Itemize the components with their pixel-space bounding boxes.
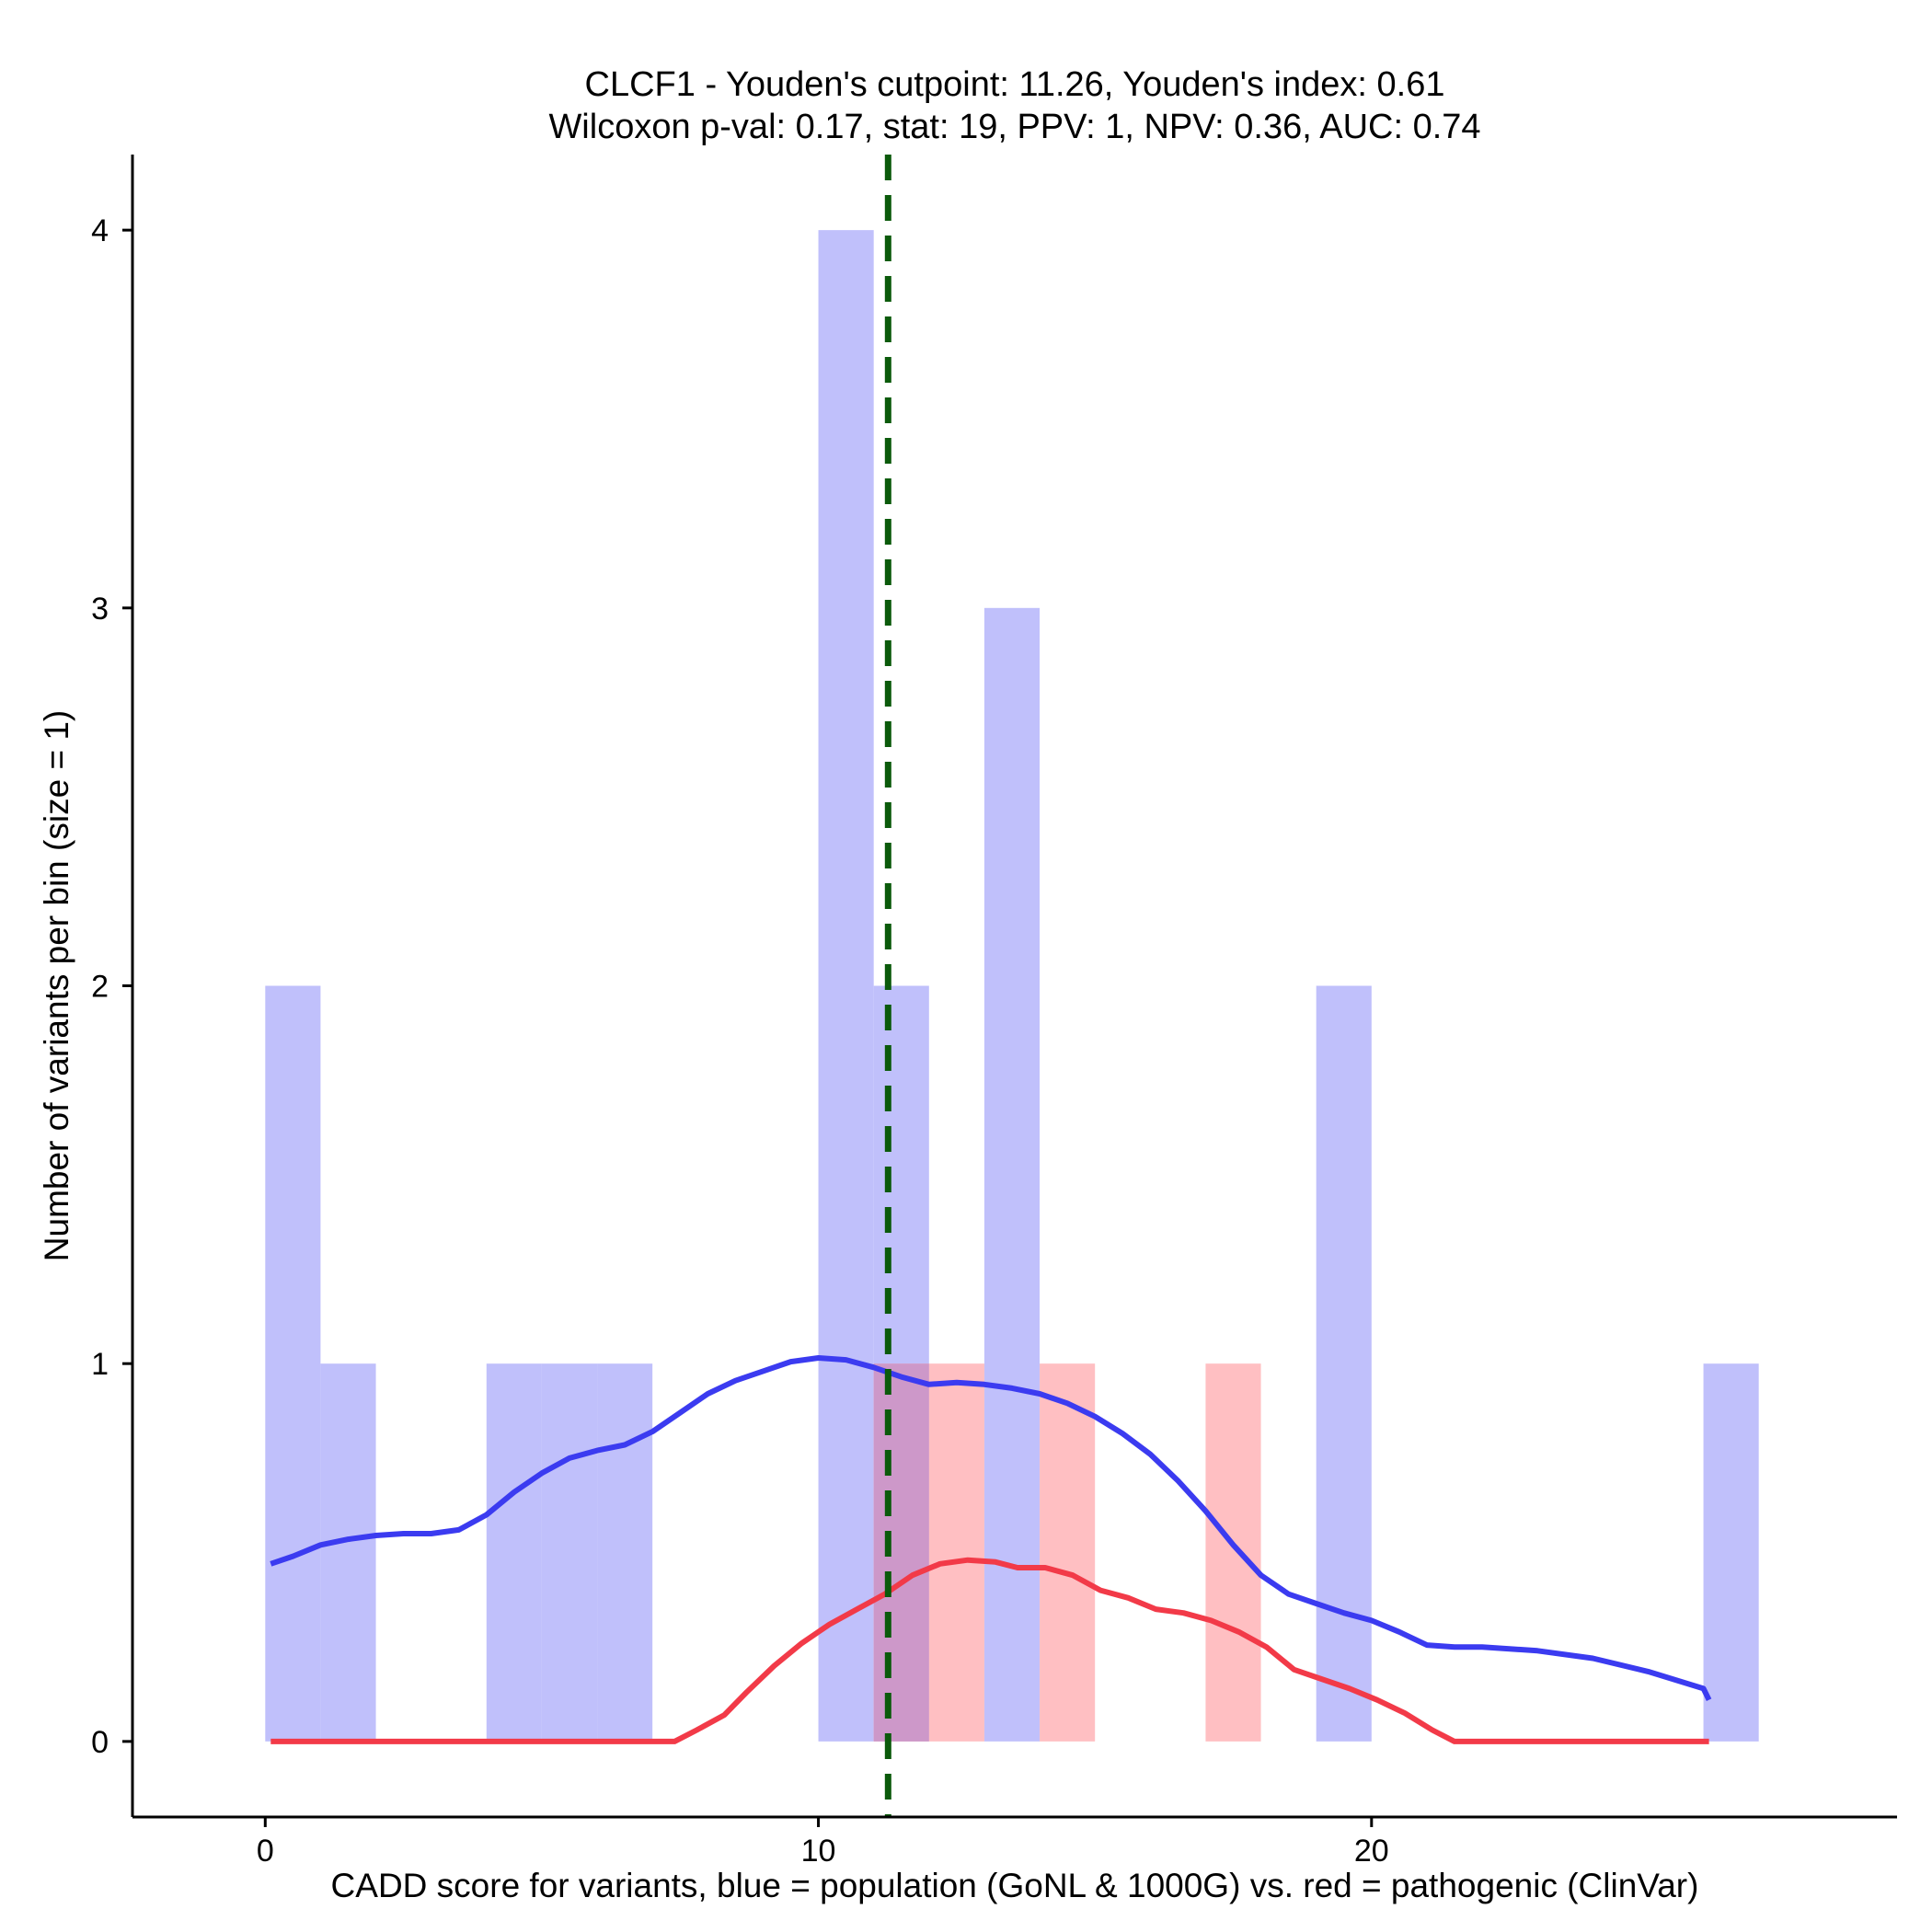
x-tick-label: 0 [257, 1834, 274, 1869]
overlap-bars [873, 1363, 929, 1742]
population-bar [597, 1363, 653, 1742]
pathogenic-bar [1040, 1363, 1096, 1742]
y-tick-label: 0 [91, 1725, 109, 1760]
y-tick-label: 4 [91, 213, 109, 248]
x-axis-ticks: 0 10 20 [257, 1817, 1389, 1869]
y-axis-label: Number of variants per bin (size = 1) [38, 710, 75, 1261]
y-tick-label: 2 [91, 970, 109, 1005]
population-bar [1316, 985, 1372, 1742]
population-bar [983, 607, 1041, 1742]
population-bar [320, 1363, 376, 1742]
population-bar [818, 230, 874, 1742]
pathogenic-density-curve [270, 1557, 1709, 1744]
population-bar [265, 985, 321, 1742]
x-tick-label: 20 [1354, 1834, 1389, 1869]
pathogenic-bars [873, 1363, 1261, 1742]
y-tick-label: 1 [91, 1347, 109, 1382]
population-bars [265, 230, 1759, 1742]
x-axis-label: CADD score for variants, blue = populati… [331, 1867, 1699, 1904]
population-bar [486, 1363, 542, 1742]
x-tick-label: 10 [801, 1834, 836, 1869]
y-tick-label: 3 [91, 592, 109, 627]
population-density-curve [270, 1355, 1712, 1702]
chart-title-line-1: CLCF1 - Youden's cutpoint: 11.26, Youden… [585, 65, 1445, 104]
pathogenic-bar [928, 1363, 984, 1742]
y-axis-ticks: 0 1 2 3 4 [91, 213, 132, 1760]
chart-title-line-2: Wilcoxon p-val: 0.17, stat: 19, PPV: 1, … [548, 108, 1480, 146]
population-bar [541, 1363, 598, 1742]
overlap-bar [873, 1363, 929, 1742]
population-bar [1703, 1363, 1759, 1742]
pathogenic-bar [1205, 1363, 1261, 1742]
